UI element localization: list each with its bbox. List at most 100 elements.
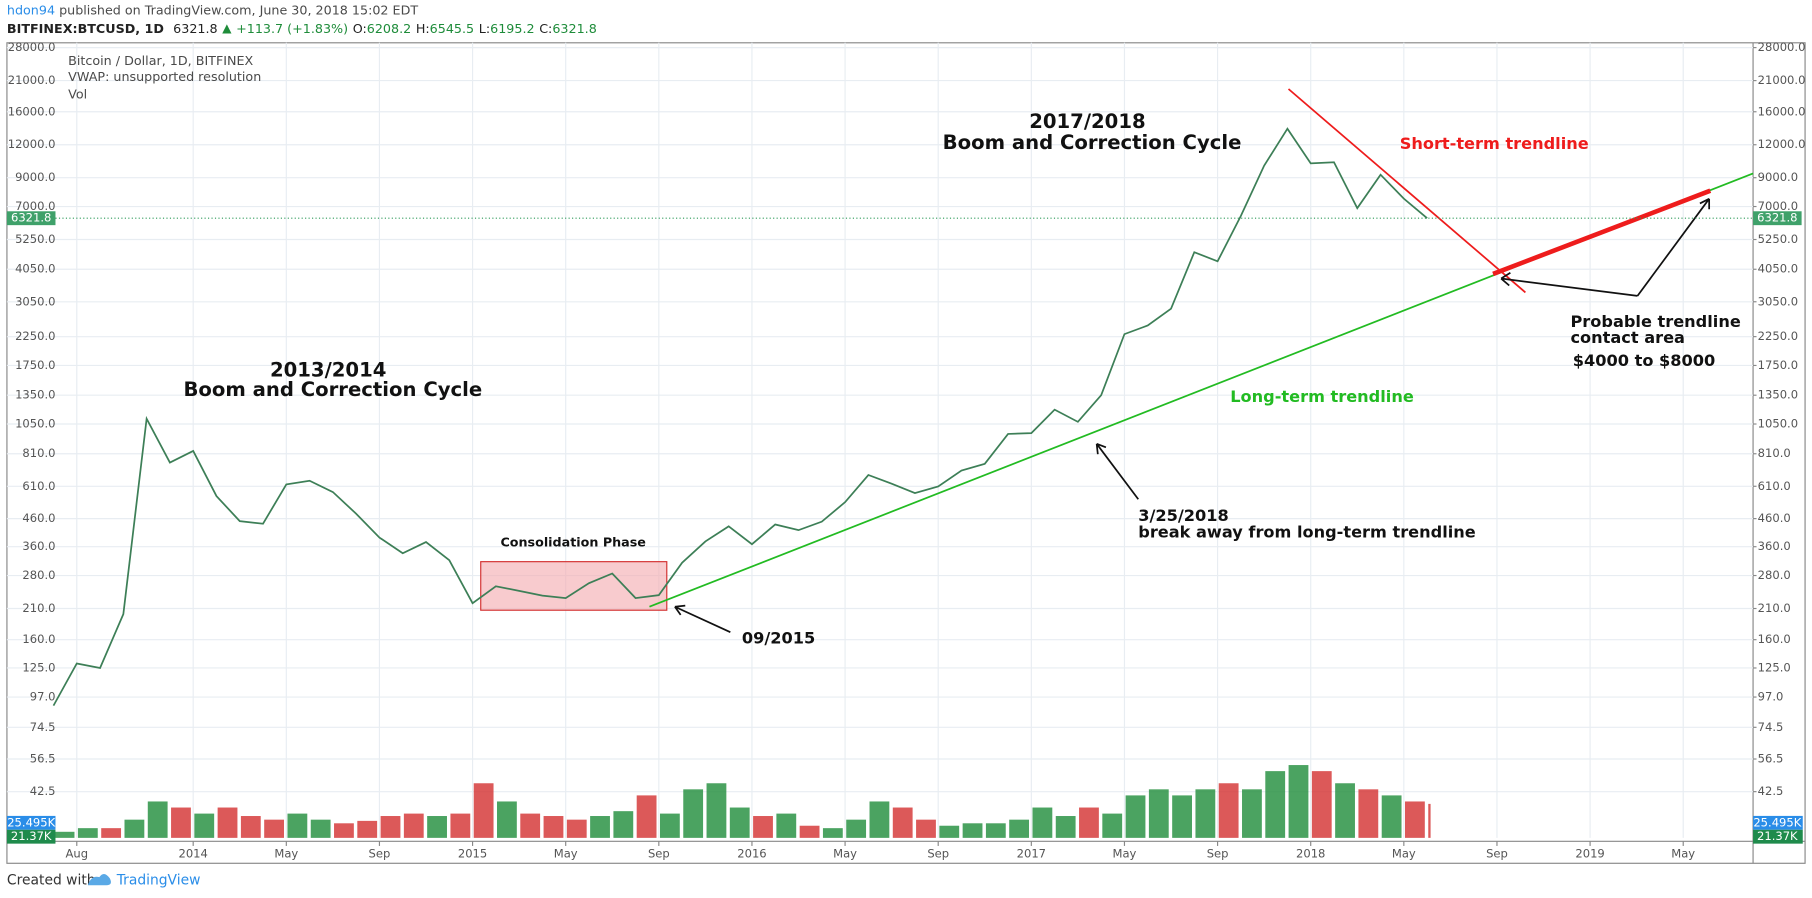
x-tick-label: May	[1392, 847, 1416, 861]
x-tick-label: Sep	[1486, 847, 1508, 861]
y-tick-label: 56.5	[30, 752, 56, 766]
y-tick-label: 1750.0	[15, 358, 55, 372]
volume-bar	[124, 819, 145, 838]
annotation: Probable trendline	[1570, 312, 1740, 331]
volume-bar	[450, 813, 471, 838]
volume-bar	[240, 816, 261, 838]
volume-bar	[1102, 813, 1123, 838]
y-tick-label: 3050.0	[1758, 294, 1798, 308]
annotation: Consolidation Phase	[500, 535, 645, 550]
y-tick-label: 42.5	[1758, 784, 1784, 798]
author: hdon94	[7, 2, 55, 17]
y-tick-label: 7000.0	[15, 199, 55, 213]
volume-bar	[1195, 789, 1216, 838]
x-tick-label: May	[833, 847, 857, 861]
x-tick-label: Sep	[927, 847, 949, 861]
volume-bar	[962, 823, 983, 838]
price-badge-label: 6321.8	[11, 211, 51, 225]
volume-bar	[1311, 771, 1332, 838]
volume-bar	[659, 813, 680, 838]
y-tick-label: 42.5	[30, 784, 56, 798]
y-tick-label: 360.0	[22, 539, 55, 553]
annotation: 3/25/2018	[1138, 506, 1229, 525]
y-tick-label: 12000.0	[1758, 137, 1806, 151]
y-tick-label: 4050.0	[1758, 262, 1798, 276]
volume-bar	[287, 813, 308, 838]
volume-bar	[1172, 795, 1192, 838]
legend-title: Bitcoin / Dollar, 1D, BITFINEX	[68, 53, 253, 68]
y-tick-label: 125.0	[22, 660, 55, 674]
plot	[52, 127, 1428, 707]
volume-bar	[1148, 789, 1169, 838]
volume-bar	[776, 813, 797, 838]
volume-badge	[6, 815, 56, 830]
volume-bar	[264, 819, 285, 838]
arrow	[674, 604, 731, 633]
symbol: BITFINEX:BTCUSD, 1D	[7, 20, 164, 35]
annotation: break away from long-term trendline	[1138, 522, 1476, 541]
volume-bar	[1381, 795, 1402, 838]
annotation: Boom and Correction Cycle	[183, 378, 482, 401]
y-tick-label: 56.5	[1758, 752, 1784, 766]
volume-bar	[985, 823, 1006, 838]
y-tick-label: 9000.0	[15, 170, 55, 184]
ohlc-value: 6321.8	[552, 20, 596, 35]
footer-text: Created with	[7, 873, 96, 889]
ohlc-label: O:	[353, 20, 367, 35]
legend-indicator: VWAP: unsupported resolution	[68, 69, 261, 84]
price-badge	[1753, 211, 1802, 226]
legend-indicator: Vol	[68, 86, 87, 101]
quote-line: BITFINEX:BTCUSD, 1D 6321.8 +113.7 (+1.83%)…	[7, 20, 597, 35]
y-tick-label: 160.0	[1758, 632, 1791, 646]
volume-bar	[147, 801, 168, 838]
y-tick-label: 1350.0	[15, 388, 55, 402]
volume-badge-label: 21.37K	[11, 829, 52, 843]
volume-bar	[1218, 783, 1239, 838]
y-tick-label: 28000.0	[1758, 40, 1806, 54]
y-tick-label: 610.0	[1758, 479, 1791, 493]
volume-bar	[1079, 807, 1099, 838]
volume-badge	[1753, 815, 1803, 830]
y-tick-label: 210.0	[1758, 601, 1791, 615]
x-tick-label: 2015	[458, 847, 487, 861]
volume-bar	[1288, 765, 1309, 838]
volume-bar	[1125, 795, 1146, 838]
x-tick-label: May	[1113, 847, 1137, 861]
volume-bar	[706, 783, 727, 838]
volume-bar	[822, 828, 843, 838]
volume-bar	[77, 828, 98, 838]
volume-bar	[1265, 771, 1286, 838]
y-tick-label: 16000.0	[1758, 104, 1806, 118]
volume-bar	[636, 795, 657, 838]
volume-bar	[753, 816, 773, 838]
volume	[54, 765, 1431, 838]
volume-bar	[1404, 801, 1425, 838]
volume-bar	[217, 807, 238, 838]
annotation: contact area	[1570, 328, 1684, 347]
volume-bar	[543, 816, 564, 838]
ohlc-label: C:	[539, 20, 552, 35]
y-tick-label: 2250.0	[1758, 329, 1798, 343]
volume-bar	[566, 819, 587, 838]
footer-brand[interactable]: TradingView	[116, 873, 201, 889]
contact-zone	[1492, 188, 1712, 277]
x-tick-label: Sep	[1207, 847, 1229, 861]
y-tick-label: 74.5	[30, 720, 56, 734]
y-tick-label: 4050.0	[15, 262, 55, 276]
x-tick-label: 2019	[1575, 847, 1604, 861]
grid	[6, 42, 1754, 838]
volume-bar	[869, 801, 890, 838]
x-tick-label: 2018	[1296, 847, 1325, 861]
x-tick-label: Sep	[648, 847, 670, 861]
annotation: 2017/2018	[1029, 110, 1145, 133]
ohlc-label: L:	[479, 20, 490, 35]
volume-badge	[1753, 829, 1803, 844]
y-tick-label: 460.0	[22, 511, 55, 525]
y-tick-label: 12000.0	[8, 137, 56, 151]
annotation: Short-term trendline	[1400, 134, 1589, 153]
annotation: Long-term trendline	[1230, 387, 1414, 406]
y-tick-label: 28000.0	[8, 40, 56, 54]
y-tick-label: 1050.0	[15, 417, 55, 431]
y-tick-label: 610.0	[22, 479, 55, 493]
